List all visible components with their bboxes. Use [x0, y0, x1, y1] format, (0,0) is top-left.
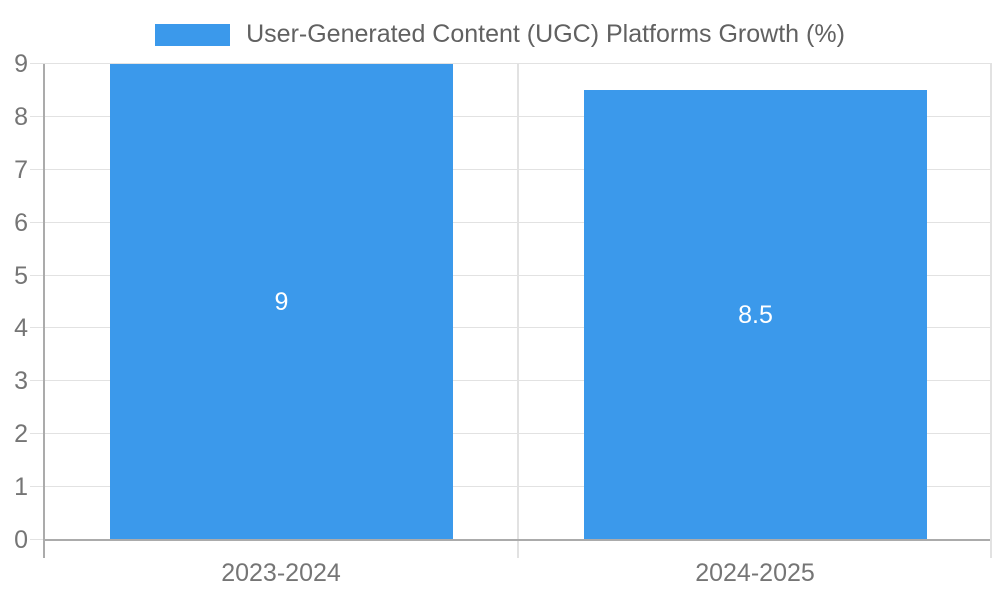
x-axis-line — [44, 539, 992, 541]
y-axis-label-2: 2 — [14, 420, 28, 448]
legend-label: User-Generated Content (UGC) Platforms G… — [246, 20, 845, 48]
y-axis-label-5: 5 — [14, 262, 28, 290]
y-axis-label-3: 3 — [14, 367, 28, 395]
y-tick-8 — [30, 116, 44, 117]
chart-legend[interactable]: User-Generated Content (UGC) Platforms G… — [0, 20, 1000, 49]
y-axis-line — [43, 64, 45, 558]
y-axis-label-9: 9 — [14, 50, 28, 78]
y-tick-4 — [30, 327, 44, 328]
bar-2023-2024[interactable] — [110, 64, 453, 540]
y-tick-5 — [30, 275, 44, 276]
y-axis-label-6: 6 — [14, 209, 28, 237]
legend-swatch — [155, 23, 231, 46]
y-tick-0 — [30, 539, 44, 540]
y-tick-7 — [30, 169, 44, 170]
y-axis-label-7: 7 — [14, 156, 28, 184]
category-divider-tick — [517, 540, 519, 558]
x-axis-label-2023-2024: 2023-2024 — [221, 559, 341, 587]
y-axis-label-0: 0 — [14, 526, 28, 554]
y-gridline-9 — [44, 63, 992, 64]
y-axis-label-4: 4 — [14, 314, 28, 342]
y-axis-label-1: 1 — [14, 473, 28, 501]
bar-2024-2025[interactable] — [584, 90, 927, 540]
y-axis-label-8: 8 — [14, 103, 28, 131]
y-tick-1 — [30, 486, 44, 487]
y-tick-3 — [30, 380, 44, 381]
y-tick-2 — [30, 433, 44, 434]
category-divider-gridline — [517, 64, 519, 540]
bar-value-label-2023-2024: 9 — [274, 288, 289, 316]
y-tick-9 — [30, 63, 44, 64]
plot-right-border — [990, 64, 992, 558]
bar-value-label-2024-2025: 8.5 — [738, 301, 773, 329]
x-axis-label-2024-2025: 2024-2025 — [695, 559, 815, 587]
y-tick-6 — [30, 222, 44, 223]
